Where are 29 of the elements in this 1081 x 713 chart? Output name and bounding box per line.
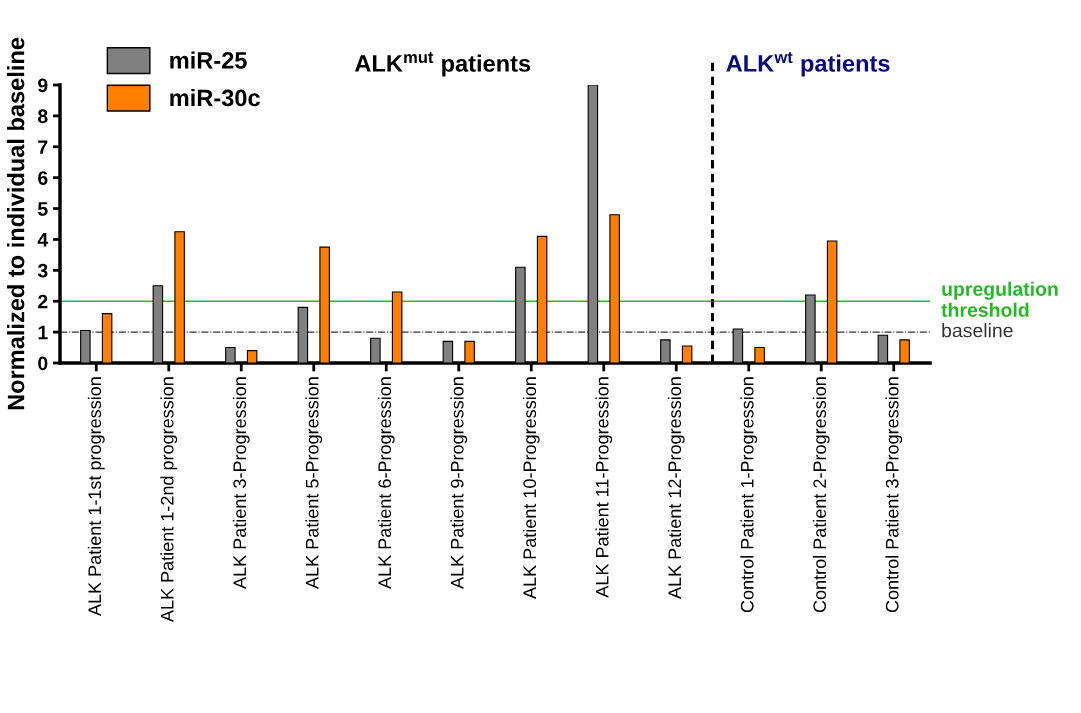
y-tick-label: 0 — [38, 356, 48, 371]
x-tick-label: ALK Patient 11-Progression — [595, 377, 613, 598]
y-tick-label: 3 — [37, 263, 48, 278]
x-tick-label: ALK Patient 5-Progression — [305, 377, 323, 589]
x-tick-label: ALK Patient 10-Progression — [522, 377, 540, 599]
x-tick-label: ALK Patient 3-Progression — [232, 377, 250, 589]
x-tick-label: ALK Patient 6-Progression — [377, 377, 395, 589]
y-tick-label: 6 — [38, 171, 48, 185]
x-tick-label: ALK Patient 1-1st progression — [87, 377, 105, 617]
y-tick-label: 9 — [38, 78, 48, 93]
x-tick-label: Control Patient 3-Progression — [885, 377, 903, 613]
legend-label: miR-30c — [170, 88, 260, 107]
legend-label: miR-25 — [170, 51, 247, 69]
x-tick-label: ALK Patient 1-2nd progression — [160, 377, 178, 623]
y-tick-label: 1 — [38, 325, 48, 340]
ref-line-label: baseline — [942, 323, 1013, 338]
y-tick-label: 4 — [37, 233, 49, 247]
x-tick-label: Control Patient 2-Progression — [812, 377, 830, 613]
y-axis-title: Normalized to individual baseline — [7, 37, 25, 410]
y-tick-label: 2 — [38, 294, 48, 309]
y-tick-label: 7 — [38, 140, 48, 154]
x-tick-label: ALK Patient 12-Progression — [667, 377, 685, 599]
y-tick-label: 5 — [37, 202, 48, 216]
text: ALK$^{mut}$ patients — [354, 52, 531, 77]
x-tick-label: ALK Patient 9-Progression — [450, 377, 468, 589]
text: ALK$^{wt}$ patients — [726, 52, 890, 77]
x-tick-label: Control Patient 1-Progression — [740, 377, 758, 613]
y-tick-label: 8 — [38, 109, 48, 124]
ref-line-label: upregulation threshold — [941, 281, 1058, 317]
